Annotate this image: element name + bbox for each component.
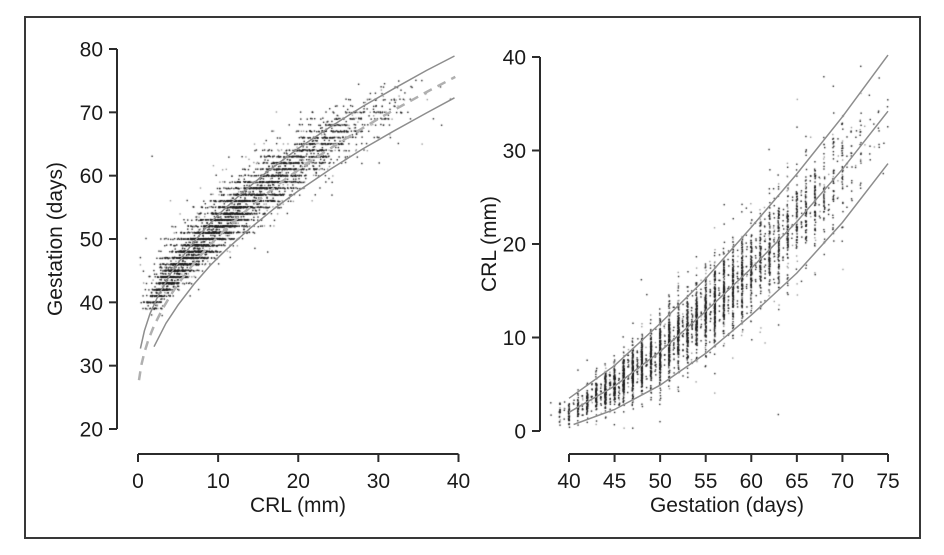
right-y-tick-label: 10 [503, 327, 526, 350]
right-x-tick-label: 40 [557, 470, 580, 493]
left-y-tick-label: 20 [80, 419, 103, 442]
left-y-axis: 20 30 40 50 60 70 80 [80, 39, 118, 442]
left-curves [137, 55, 456, 381]
left-y-axis-title: Gestation (days) [44, 162, 67, 316]
right-lower-95-limit [573, 163, 889, 426]
right-y-axis: 0 10 20 30 40 [503, 47, 541, 444]
right-panel: 0 10 20 30 40 40 45 50 55 60 65 70 75 [503, 47, 900, 494]
right-mean-curve [568, 110, 889, 413]
left-y-tick-label: 80 [80, 39, 103, 62]
left-x-axis: 0 10 20 30 40 [132, 453, 470, 493]
left-y-tick-label: 30 [80, 355, 103, 378]
left-upper-95-limit [139, 55, 455, 349]
right-x-tick-label: 65 [785, 470, 808, 493]
right-y-tick-label: 20 [503, 234, 526, 257]
right-x-tick-label: 75 [876, 470, 899, 493]
left-x-tick-label: 30 [367, 470, 390, 493]
right-x-tick-label: 70 [831, 470, 854, 493]
right-x-axis: 40 45 50 55 60 65 70 75 [557, 453, 900, 493]
left-fitted-curve [137, 75, 456, 381]
left-x-tick-label: 20 [287, 470, 310, 493]
right-x-tick-label: 45 [603, 470, 626, 493]
right-x-axis-title: Gestation (days) [650, 494, 804, 517]
left-y-tick-label: 40 [80, 292, 103, 315]
left-x-axis-title: CRL (mm) [250, 494, 346, 517]
left-y-tick-label: 60 [80, 165, 103, 188]
right-x-tick-label: 50 [648, 470, 671, 493]
right-y-tick-label: 0 [514, 421, 526, 444]
left-x-tick-label: 40 [447, 470, 470, 493]
left-x-tick-label: 10 [206, 470, 229, 493]
left-y-tick-label: 70 [80, 102, 103, 125]
right-x-tick-label: 55 [694, 470, 717, 493]
right-y-axis-title: CRL (mm) [478, 196, 501, 292]
right-y-tick-label: 30 [503, 140, 526, 163]
left-panel: 20 30 40 50 60 70 80 0 10 20 30 40 [80, 39, 471, 494]
right-curves [568, 54, 889, 426]
left-x-tick-label: 0 [132, 470, 144, 493]
right-upper-95-limit [568, 54, 889, 399]
right-y-tick-label: 40 [503, 47, 526, 70]
right-x-tick-label: 60 [740, 470, 763, 493]
left-y-tick-label: 50 [80, 229, 103, 252]
left-lower-95-limit [153, 97, 455, 348]
